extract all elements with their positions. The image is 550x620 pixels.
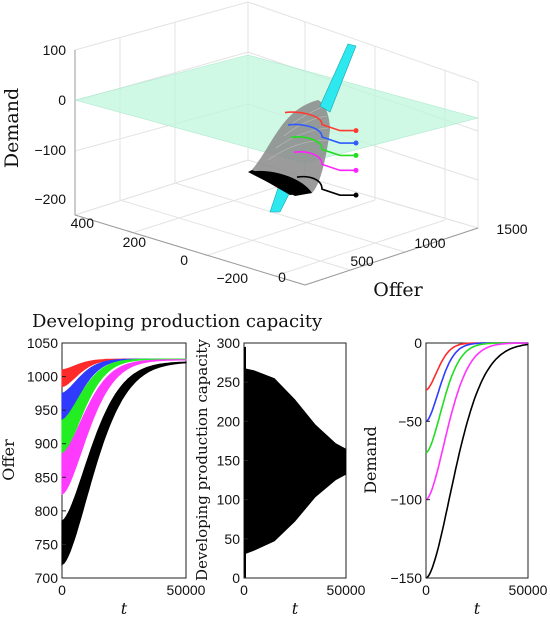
y-tick-label: 0 xyxy=(232,570,240,586)
y-tick-label: 750 xyxy=(35,536,59,552)
y-tick-label: 50 xyxy=(224,531,240,547)
x-tick-label: 50000 xyxy=(167,582,206,598)
x-tick-label: 500 xyxy=(350,253,374,269)
z-tick-label: −100 xyxy=(34,142,66,158)
trajectory-line xyxy=(287,123,356,144)
x-tick-label: 0 xyxy=(278,269,286,285)
x-tick-label: 1000 xyxy=(414,235,445,251)
offer-series-band xyxy=(61,361,187,566)
y-tick-label: 1050 xyxy=(27,335,58,351)
trajectory-endpoint xyxy=(353,192,359,198)
y-tick-label: 850 xyxy=(35,469,59,485)
y-tick-label: 800 xyxy=(35,503,59,519)
y-tick-label: 900 xyxy=(35,436,59,452)
y-tick-label: 200 xyxy=(123,234,147,250)
y-axis-line xyxy=(74,214,306,286)
panel-capacity: 0 50 100 150 200 250 300 0 50000 Developing pro… xyxy=(193,335,366,618)
demand-series-line xyxy=(425,343,529,579)
panel-title: Developing production capacity xyxy=(32,311,323,332)
trajectory-line xyxy=(296,175,356,196)
x-ticks: 0 500 1000 1500 xyxy=(278,221,528,285)
capacity-y-label: Developing production capacity xyxy=(193,339,211,581)
y-tick-label: 700 xyxy=(35,570,59,586)
y-tick-label: 400 xyxy=(71,215,95,231)
plot3d: 100 0 −100 −200 400 200 0 −200 0 500 100… xyxy=(1,1,528,301)
z-tick-label: 0 xyxy=(58,92,66,108)
x-tick-label: 50000 xyxy=(327,582,366,598)
trajectory-endpoint xyxy=(353,167,359,173)
offer-x-ticks: 0 50000 xyxy=(58,574,206,598)
demand-y-ticks: −150 −100 −50 0 xyxy=(390,335,430,586)
floor-point xyxy=(288,188,294,194)
x-tick-label: 0 xyxy=(422,582,430,598)
y-tick-label: 300 xyxy=(217,335,241,351)
capacity-oscillation-band xyxy=(244,368,346,555)
demand-series-line xyxy=(425,342,528,501)
offer-series-band xyxy=(61,358,186,455)
offer-y-label: Offer xyxy=(0,439,18,481)
zero-plane xyxy=(73,54,480,164)
offer-x-label: t xyxy=(121,599,128,618)
y-tick-label: 250 xyxy=(217,374,241,390)
trajectory-endpoint xyxy=(353,152,359,158)
y-ticks: 400 200 0 −200 xyxy=(71,215,249,286)
capacity-series xyxy=(244,346,346,578)
x-tick-label: 0 xyxy=(58,582,66,598)
trajectory-endpoint xyxy=(353,140,359,146)
y-tick-label: −100 xyxy=(390,492,422,508)
y-tick-label: −200 xyxy=(216,270,248,286)
z-tick-label: −200 xyxy=(34,191,66,207)
y-tick-label: 1000 xyxy=(27,369,58,385)
capacity-x-ticks: 0 50000 xyxy=(240,574,366,598)
y-tick-label: 150 xyxy=(217,453,241,469)
paraboloid-surface xyxy=(248,100,330,196)
z-tick-label: 100 xyxy=(43,42,67,58)
demand-x-label: t xyxy=(474,599,481,618)
demand-series-line xyxy=(425,342,528,454)
y-tick-label: 0 xyxy=(414,335,422,351)
trajectories-3d xyxy=(284,111,359,198)
y-tick-label: 100 xyxy=(217,492,241,508)
z-axis-label: Demand xyxy=(1,88,23,168)
offer-series-band xyxy=(61,359,187,496)
y-tick-label: −150 xyxy=(390,570,422,586)
capacity-y-ticks: 0 50 100 150 200 250 300 xyxy=(217,335,248,586)
x-tick-label: 50000 xyxy=(509,582,548,598)
x-axis-line xyxy=(304,227,479,286)
trajectory-line xyxy=(284,111,356,132)
x-tick-label: 1500 xyxy=(496,221,527,237)
demand-x-ticks: 0 50000 xyxy=(422,574,548,598)
z-ticks: 100 0 −100 −200 xyxy=(34,42,66,207)
trajectory-line xyxy=(293,151,356,172)
upper-cone xyxy=(319,43,357,113)
y-tick-label: −50 xyxy=(398,413,422,429)
y-tick-label: 0 xyxy=(180,252,188,268)
demand-series xyxy=(425,342,529,579)
demand-y-label: Demand xyxy=(361,426,380,494)
x-tick-label: 0 xyxy=(240,582,248,598)
y-tick-label: 950 xyxy=(35,402,59,418)
trajectory-endpoint xyxy=(353,128,359,134)
offer-series xyxy=(61,358,187,566)
demand-plot-area xyxy=(425,342,529,579)
panel-demand: −150 −100 −50 0 0 50000 Demand t xyxy=(361,335,548,618)
x-axis-label: Offer xyxy=(373,279,423,301)
trajectory-line xyxy=(290,136,356,157)
offer-y-ticks: 700 750 800 850 900 950 1000 1050 xyxy=(27,335,66,586)
capacity-x-label: t xyxy=(292,599,299,618)
y-tick-label: 200 xyxy=(217,413,241,429)
